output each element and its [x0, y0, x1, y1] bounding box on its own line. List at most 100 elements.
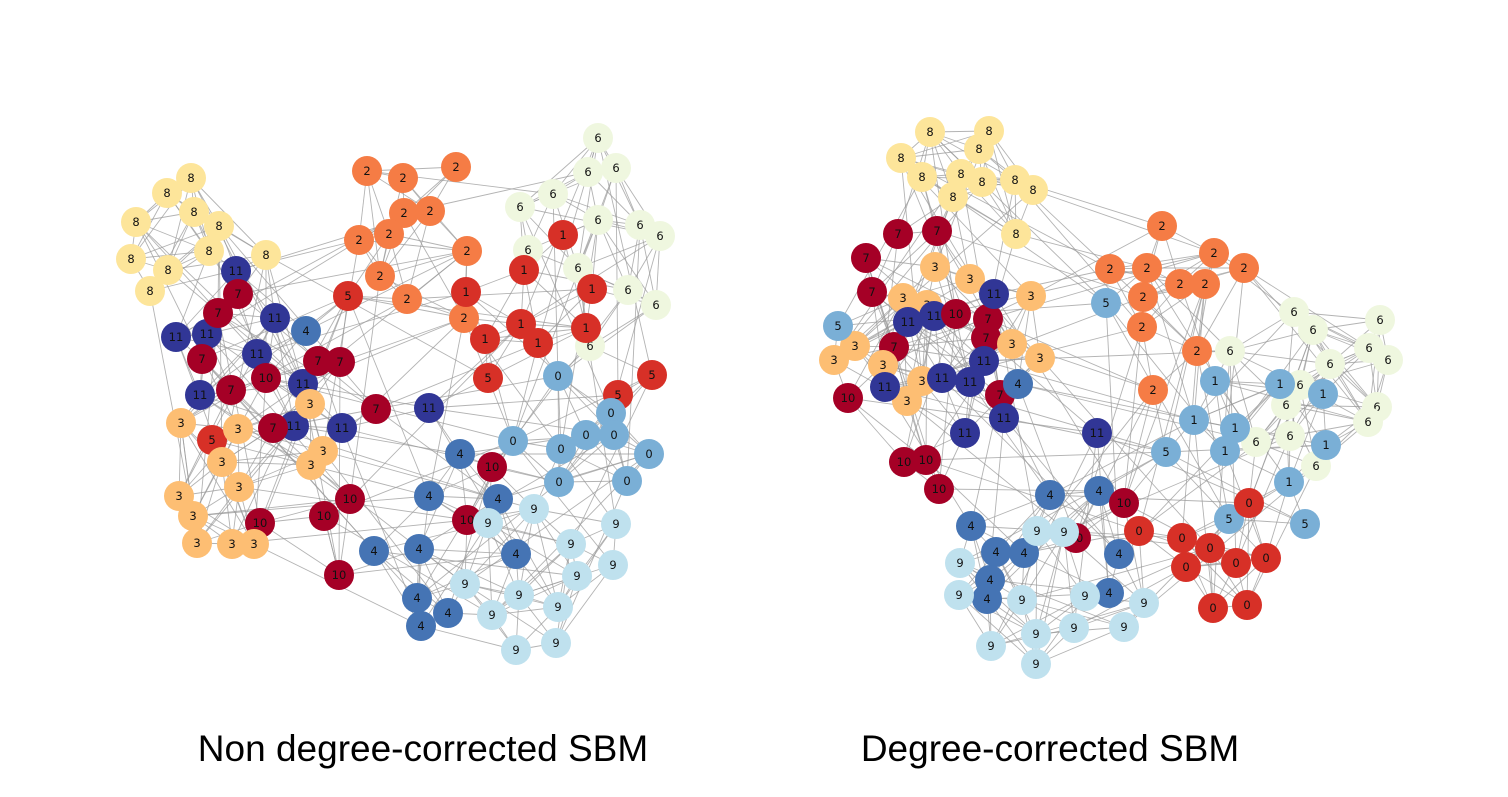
node-circle	[204, 211, 234, 241]
node-block-7: 7	[922, 216, 952, 246]
graph-edge	[418, 548, 517, 555]
node-block-8: 8	[886, 143, 916, 173]
node-circle	[577, 274, 607, 304]
node-circle	[1365, 305, 1395, 335]
node-block-3: 3	[888, 283, 918, 313]
node-circle	[415, 196, 445, 226]
node-block-5: 5	[637, 360, 667, 390]
node-label: 8	[163, 186, 170, 200]
node-block-9: 9	[501, 635, 531, 665]
node-block-10: 10	[941, 299, 971, 329]
node-circle	[950, 418, 980, 448]
node-circle	[451, 277, 481, 307]
graph-edge	[135, 221, 258, 355]
node-circle	[450, 569, 480, 599]
node-label: 0	[554, 369, 561, 383]
node-circle	[388, 163, 418, 193]
node-label: 11	[268, 311, 283, 325]
node-block-7: 7	[971, 323, 1001, 353]
node-label: 1	[520, 263, 527, 277]
node-block-0: 0	[571, 420, 601, 450]
node-label: 0	[1243, 598, 1250, 612]
node-block-6: 6	[1279, 297, 1309, 327]
node-circle	[548, 220, 578, 250]
node-block-4: 4	[445, 439, 475, 469]
node-circle	[1132, 253, 1162, 283]
node-label: 6	[1326, 357, 1333, 371]
node-label: 4	[1095, 484, 1102, 498]
node-block-9: 9	[1021, 649, 1051, 679]
node-circle	[392, 284, 422, 314]
graph-edge	[491, 543, 572, 616]
node-circle	[473, 508, 503, 538]
node-block-0: 0	[1251, 543, 1281, 573]
node-label: 1	[481, 332, 488, 346]
node-block-4: 4	[1094, 578, 1124, 608]
node-block-11: 11	[1082, 418, 1112, 448]
node-label: 3	[234, 422, 241, 436]
node-label: 6	[1364, 415, 1371, 429]
graph-edge	[1165, 283, 1206, 453]
node-block-9: 9	[543, 592, 573, 622]
node-label: 7	[198, 352, 205, 366]
node-label: 7	[984, 312, 991, 326]
node-block-4: 4	[956, 511, 986, 541]
graph-edge	[833, 181, 983, 361]
node-circle	[1182, 336, 1212, 366]
node-block-9: 9	[945, 548, 975, 578]
node-block-0: 0	[599, 420, 629, 450]
node-block-5: 5	[473, 363, 503, 393]
node-circle	[1220, 413, 1250, 443]
node-block-9: 9	[504, 580, 534, 610]
node-circle	[972, 584, 1002, 614]
node-label: 5	[834, 319, 841, 333]
node-block-5: 5	[1290, 509, 1320, 539]
node-block-7: 7	[203, 298, 233, 328]
node-block-4: 4	[501, 539, 531, 569]
node-label: 0	[1232, 556, 1239, 570]
graph-edge	[484, 338, 514, 442]
node-block-9: 9	[944, 580, 974, 610]
node-label: 5	[1301, 517, 1308, 531]
node-label: 6	[636, 218, 643, 232]
node-label: 9	[1033, 524, 1040, 538]
graph-edge	[1196, 252, 1215, 352]
graph-edge	[322, 450, 449, 614]
node-block-3: 3	[819, 345, 849, 375]
node-label: 6	[624, 283, 631, 297]
node-block-6: 6	[601, 153, 631, 183]
node-label: 2	[1240, 261, 1247, 275]
node-label: 5	[1102, 296, 1109, 310]
node-block-9: 9	[477, 600, 507, 630]
node-block-8: 8	[116, 244, 146, 274]
node-block-1: 1	[1308, 379, 1338, 409]
node-label: 11	[997, 411, 1012, 425]
node-label: 6	[1384, 353, 1391, 367]
node-label: 1	[1319, 387, 1326, 401]
graph-edge	[259, 522, 340, 576]
node-circle	[964, 134, 994, 164]
node-circle	[1109, 612, 1139, 642]
node-circle	[1127, 312, 1157, 342]
node-circle	[303, 346, 333, 376]
node-circle	[1104, 539, 1134, 569]
node-label: 7	[982, 331, 989, 345]
node-label: 9	[1032, 657, 1039, 671]
node-circle	[359, 536, 389, 566]
node-label: 8	[1011, 173, 1018, 187]
node-block-2: 2	[374, 219, 404, 249]
node-circle	[1179, 405, 1209, 435]
node-circle	[404, 534, 434, 564]
node-label: 0	[645, 447, 652, 461]
node-circle	[571, 313, 601, 343]
node-block-11: 11	[242, 339, 272, 369]
node-label: 11	[963, 375, 978, 389]
node-block-3: 3	[1016, 281, 1046, 311]
node-label: 11	[250, 347, 265, 361]
node-block-4: 4	[402, 583, 432, 613]
node-circle	[911, 445, 941, 475]
graph-edge	[218, 225, 377, 410]
node-circle	[194, 236, 224, 266]
node-circle	[1275, 421, 1305, 451]
node-circle	[224, 472, 254, 502]
